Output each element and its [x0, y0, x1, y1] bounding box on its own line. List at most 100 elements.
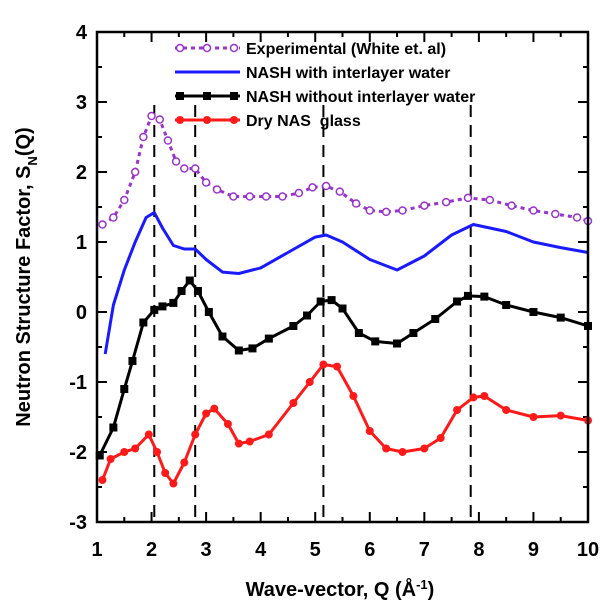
marker: [338, 304, 347, 313]
marker: [365, 427, 374, 435]
marker: [485, 195, 495, 205]
marker: [120, 195, 129, 205]
marker: [278, 192, 287, 201]
marker: [229, 43, 239, 53]
marker: [529, 308, 538, 316]
marker: [469, 393, 478, 402]
marker: [453, 297, 462, 306]
series-line: [103, 211, 589, 355]
marker: [150, 305, 159, 314]
marker: [98, 220, 107, 229]
marker: [169, 298, 178, 307]
marker: [203, 116, 211, 124]
marker: [171, 157, 181, 166]
marker: [229, 192, 238, 201]
x-tick-label: 7: [419, 539, 430, 561]
marker: [202, 43, 212, 53]
marker: [120, 448, 129, 456]
marker: [153, 448, 162, 456]
marker: [130, 167, 140, 177]
marker: [502, 406, 511, 414]
marker: [398, 448, 407, 456]
marker: [371, 337, 380, 346]
marker: [175, 43, 185, 53]
marker: [155, 115, 164, 124]
marker: [381, 207, 391, 217]
marker: [128, 357, 137, 365]
marker: [120, 385, 129, 393]
marker: [131, 444, 140, 453]
marker: [193, 287, 202, 295]
y-tick-label: 1: [76, 232, 87, 254]
y-tick-label: 4: [76, 22, 88, 44]
marker: [507, 201, 516, 210]
marker: [431, 315, 440, 323]
marker: [245, 437, 254, 446]
marker: [230, 92, 238, 100]
x-tick-label: 3: [201, 539, 212, 561]
x-tick-label: 8: [473, 539, 484, 561]
marker: [98, 476, 107, 484]
marker: [420, 444, 429, 453]
marker: [234, 346, 243, 355]
marker: [354, 329, 363, 337]
marker: [441, 197, 451, 207]
marker: [333, 362, 342, 371]
marker: [480, 292, 489, 301]
marker: [169, 479, 178, 488]
marker: [319, 360, 328, 369]
marker: [95, 451, 104, 460]
marker: [321, 181, 331, 191]
marker: [294, 188, 304, 198]
marker: [393, 339, 402, 348]
y-tick-label: 3: [76, 92, 87, 114]
y-tick-label: 2: [76, 162, 87, 184]
marker: [212, 185, 222, 194]
marker: [409, 329, 418, 337]
plot-frame: [95, 30, 590, 524]
marker: [230, 116, 238, 124]
marker: [106, 455, 115, 463]
marker: [436, 434, 445, 442]
marker: [161, 469, 170, 477]
marker: [245, 192, 255, 201]
marker: [223, 420, 232, 428]
marker: [308, 183, 317, 192]
marker: [191, 430, 200, 439]
y-tick-label: -2: [69, 442, 87, 464]
series-line: [101, 363, 589, 485]
marker: [264, 430, 273, 439]
marker: [218, 332, 227, 341]
marker: [180, 458, 189, 467]
legend-label: NASH without interlayer water: [246, 89, 475, 106]
y-tick-label: -1: [69, 372, 87, 394]
x-tick-label: 2: [146, 539, 157, 561]
marker: [398, 206, 407, 215]
marker: [176, 116, 184, 124]
marker: [210, 404, 219, 413]
marker: [234, 439, 243, 448]
marker: [351, 199, 361, 208]
marker: [176, 92, 184, 100]
marker: [109, 423, 118, 432]
marker: [572, 213, 582, 222]
y-tick-label: -3: [69, 512, 87, 534]
marker: [289, 322, 298, 330]
x-tick-label: 9: [528, 539, 539, 561]
marker: [163, 136, 173, 145]
marker: [201, 178, 211, 187]
x-tick-label: 5: [310, 539, 321, 561]
marker: [158, 302, 167, 311]
marker: [190, 164, 200, 173]
legend-label: NASH with interlayer water: [246, 65, 451, 82]
marker: [180, 164, 189, 173]
marker: [147, 111, 156, 121]
marker: [289, 399, 298, 407]
y-axis-label: Neutron Structure Factor, SN(Q): [13, 127, 40, 426]
marker: [382, 444, 391, 453]
marker: [139, 132, 148, 142]
marker: [185, 276, 194, 285]
marker: [261, 192, 271, 201]
x-tick-label: 1: [91, 539, 102, 561]
